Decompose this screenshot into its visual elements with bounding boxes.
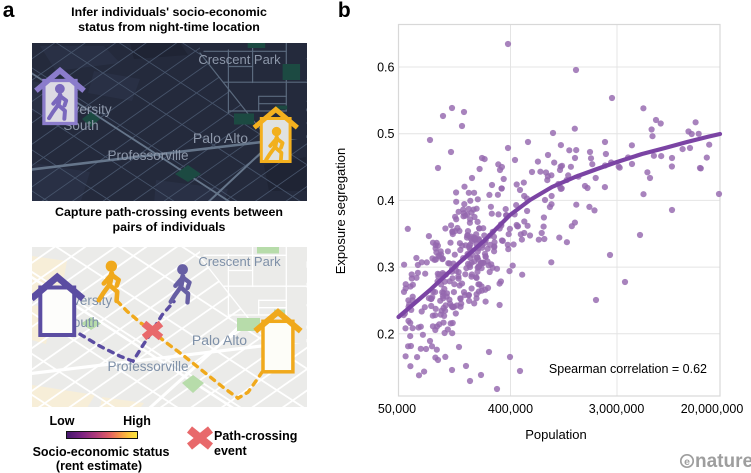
- svg-text:e: e: [684, 456, 690, 468]
- svg-text:0.2: 0.2: [377, 327, 394, 341]
- svg-text:Exposure segregation: Exposure segregation: [333, 148, 348, 274]
- svg-text:400,000: 400,000: [488, 402, 533, 416]
- svg-text:20,000,000: 20,000,000: [681, 402, 744, 416]
- svg-text:Palo Alto: Palo Alto: [192, 332, 247, 348]
- svg-text:0.3: 0.3: [377, 261, 394, 275]
- svg-text:Population: Population: [525, 427, 586, 442]
- svg-text:50,000: 50,000: [378, 402, 416, 416]
- svg-text:0.5: 0.5: [377, 127, 394, 141]
- svg-text:Palo Alto: Palo Alto: [193, 130, 248, 146]
- svg-text:Spearman correlation = 0.62: Spearman correlation = 0.62: [549, 362, 707, 376]
- svg-text:Professorville: Professorville: [108, 359, 189, 374]
- svg-text:Crescent Park: Crescent Park: [198, 52, 281, 67]
- svg-text:0.6: 0.6: [377, 61, 394, 75]
- svg-text:0.4: 0.4: [377, 194, 394, 208]
- svg-text:3,000,000: 3,000,000: [589, 402, 645, 416]
- svg-text:Crescent Park: Crescent Park: [198, 254, 281, 269]
- svg-text:Professorville: Professorville: [108, 148, 189, 163]
